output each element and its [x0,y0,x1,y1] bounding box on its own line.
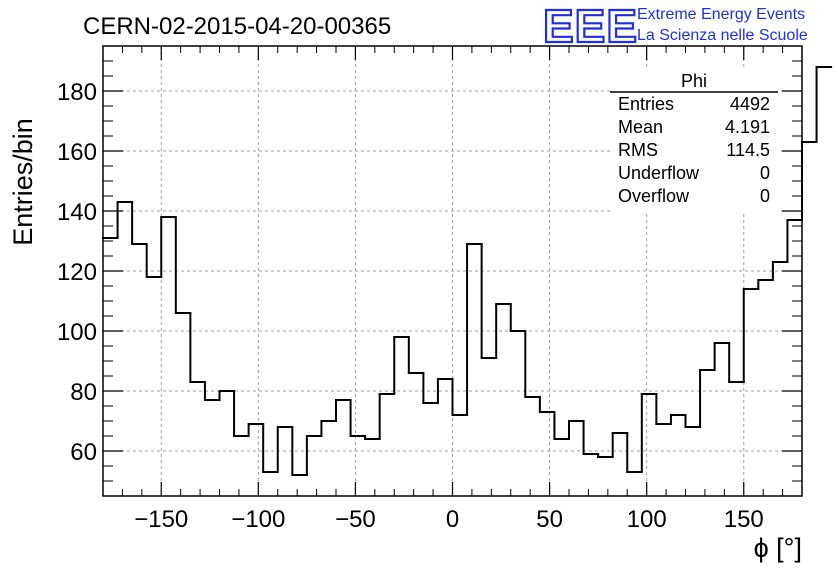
histogram-bin [524,331,541,398]
x-tick-label: 50 [536,506,563,533]
tick-layer [103,46,802,496]
histogram-bin [801,141,818,220]
histogram-bin [669,414,687,424]
stats-box: Phi Entries 4492 Mean 4.191 RMS 114.5 Underflo… [610,68,778,212]
histogram-bin [233,391,250,437]
histogram-bin [218,390,236,400]
histogram-bin [160,216,177,277]
y-tick-label: 100 [57,319,97,346]
eee-logo: EEE Extreme Energy Events La Scienza nel… [542,0,808,53]
y-tick-label: 80 [70,379,97,406]
brand-line-2: La Scienza nelle Scuole [637,27,808,44]
stats-label: Mean [618,117,663,137]
histogram-bin [422,373,439,404]
histogram-bin [582,421,600,455]
y-tick-label: 140 [57,199,97,226]
histogram-bin [786,219,803,262]
histogram-bin [538,397,556,413]
histogram-bin [611,432,629,457]
histogram-bin [335,399,352,421]
histogram-bin [728,343,745,383]
y-tick-label: 160 [57,139,97,166]
histogram-bin [771,261,789,280]
x-tick-label: −100 [231,506,285,533]
y-tick-label: 120 [57,259,97,286]
histogram-bin [436,378,454,403]
histogram-bin [203,382,221,401]
x-tick-label: 0 [446,506,459,533]
histogram-bin [407,337,425,374]
stats-value: 4.191 [725,117,770,137]
histogram-bin [189,313,206,383]
histogram-bin [684,415,702,428]
histogram-bin [742,288,760,382]
histogram-bin [466,243,483,415]
histogram-bin [349,400,367,437]
histogram-bin [553,412,570,440]
histogram-bin [815,66,833,142]
histogram-bin [247,423,265,436]
histogram-bin [320,420,337,436]
histogram-bin [131,202,148,245]
histogram-bin [626,433,643,473]
histogram-bin [145,244,163,278]
y-tick-label: 180 [57,79,97,106]
stats-box-title: Phi [681,71,707,91]
histogram-bin [640,393,658,472]
stats-value: 114.5 [726,140,770,160]
x-tick-label: −150 [134,506,188,533]
y-tick-label: 60 [70,439,97,466]
y-tick-labels: 60 80 100 120 140 160 180 [57,79,97,466]
stats-rows: Entries 4492 Mean 4.191 RMS 114.5 Underflow 0 Ov… [618,94,770,206]
x-tick-label: 150 [724,506,764,533]
histogram-bin [568,420,585,439]
histogram-bin [655,394,672,425]
stats-value: 0 [760,163,770,183]
stats-label: Entries [618,94,674,114]
stats-label: Overflow [618,186,690,206]
histogram-bin [597,454,614,458]
brand-line-1: Extreme Energy Events [637,6,805,23]
histogram-bin [509,304,527,332]
x-tick-label: 100 [627,506,667,533]
histogram-bin [291,427,308,476]
x-tick-label: −50 [335,506,376,533]
eee-logo-text: EEE [543,0,638,52]
histogram-bin [699,369,716,427]
histogram-layer [102,66,833,476]
y-axis-title: Entries/bin [8,118,38,246]
stats-label: Underflow [618,163,700,183]
x-axis-title: ϕ [°] [754,533,802,563]
histogram-bin [393,336,410,394]
histogram-bin [378,393,396,439]
histogram-bin [262,424,279,473]
histogram-bin [757,279,774,289]
histogram-bin [713,342,731,370]
histogram-bin [495,303,512,358]
histogram-bin [116,201,134,238]
histogram-bin [451,379,469,416]
histogram-bin [364,436,381,440]
stats-value: 4492 [730,94,770,114]
histogram-bin [276,426,294,472]
histogram-bin [305,435,323,475]
histogram-bin [480,244,498,359]
stats-value: 0 [760,186,770,206]
chart-title: CERN-02-2015-04-20-00365 [83,13,391,40]
x-tick-labels: −150 −100 −50 0 50 100 150 [134,506,764,533]
histogram-bin [174,217,192,314]
stats-label: RMS [618,140,658,160]
